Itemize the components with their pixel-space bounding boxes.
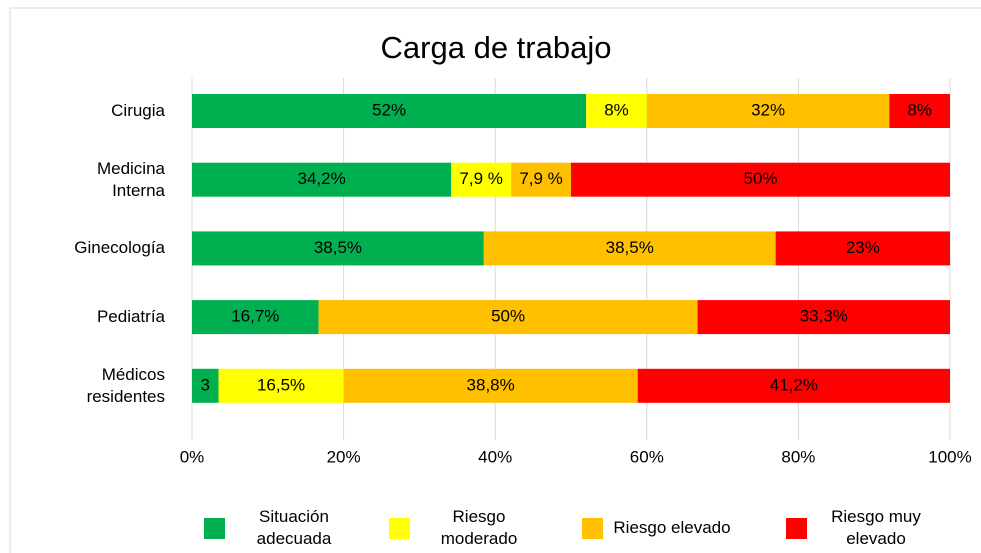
data-label: 7,9 % xyxy=(519,169,562,188)
data-label: 16,7% xyxy=(231,307,279,326)
bar-segment xyxy=(571,162,950,197)
x-tick-label: 80% xyxy=(781,447,815,466)
bar-segment xyxy=(451,162,512,197)
legend-swatch xyxy=(582,518,603,539)
bar-segment xyxy=(192,162,452,197)
y-tick-label: Cirugia xyxy=(111,101,165,120)
legend-label: Situación adecuada xyxy=(256,507,332,548)
y-tick-label: Pediatría xyxy=(96,307,165,327)
bar-segment xyxy=(586,94,647,128)
data-label: 38,5% xyxy=(606,238,654,257)
data-label: 3 xyxy=(201,375,210,394)
y-tick-label: Ginecología xyxy=(74,238,165,258)
bar-segment xyxy=(889,94,950,128)
bar-segment xyxy=(192,94,587,128)
legend-label: Riesgo muy elevado xyxy=(831,507,921,548)
legend-swatch xyxy=(786,518,807,539)
x-tick-label: 40% xyxy=(478,447,512,466)
bar-segment xyxy=(343,368,638,403)
bar-segment xyxy=(192,231,484,266)
data-label: 32% xyxy=(751,100,785,119)
data-label: 38,5% xyxy=(314,238,362,257)
data-label: 7,9 % xyxy=(459,169,502,188)
data-label: 8% xyxy=(907,100,932,119)
data-label: 50% xyxy=(491,307,525,326)
data-label: 23% xyxy=(846,238,880,257)
y-tick-label: Medicina Interna xyxy=(96,158,165,200)
data-label: 16,5% xyxy=(257,375,305,394)
data-label: 52% xyxy=(372,100,406,119)
bar-segment xyxy=(511,162,571,197)
bar-segment xyxy=(775,231,950,266)
legend-label: Riesgo elevado xyxy=(613,518,731,537)
data-label: 8% xyxy=(604,100,629,119)
x-tick-label: 100% xyxy=(928,447,971,466)
data-label: 34,2% xyxy=(298,169,346,188)
data-label: 41,2% xyxy=(770,375,818,394)
data-label: 38,8% xyxy=(467,375,515,394)
bar-segment xyxy=(646,94,890,128)
y-tick-label: Médicos residentes xyxy=(86,364,165,406)
bar-segment xyxy=(192,368,219,403)
chart-border xyxy=(9,7,981,553)
legend-label: Riesgo moderado xyxy=(440,507,518,548)
bar-segment xyxy=(192,300,319,335)
bar-segment xyxy=(218,368,344,403)
x-tick-label: 20% xyxy=(327,447,361,466)
x-tick-label: 60% xyxy=(630,447,664,466)
data-label: 33,3% xyxy=(800,307,848,326)
x-tick-label: 0% xyxy=(180,447,205,466)
bar-segment xyxy=(697,300,950,335)
bar-segment xyxy=(318,300,698,335)
data-label: 50% xyxy=(743,169,777,188)
legend-swatch xyxy=(389,518,410,539)
bar-segment xyxy=(483,231,776,266)
chart-title: Carga de trabajo xyxy=(381,30,612,65)
legend-swatch xyxy=(204,518,225,539)
bar-segment xyxy=(637,368,950,403)
